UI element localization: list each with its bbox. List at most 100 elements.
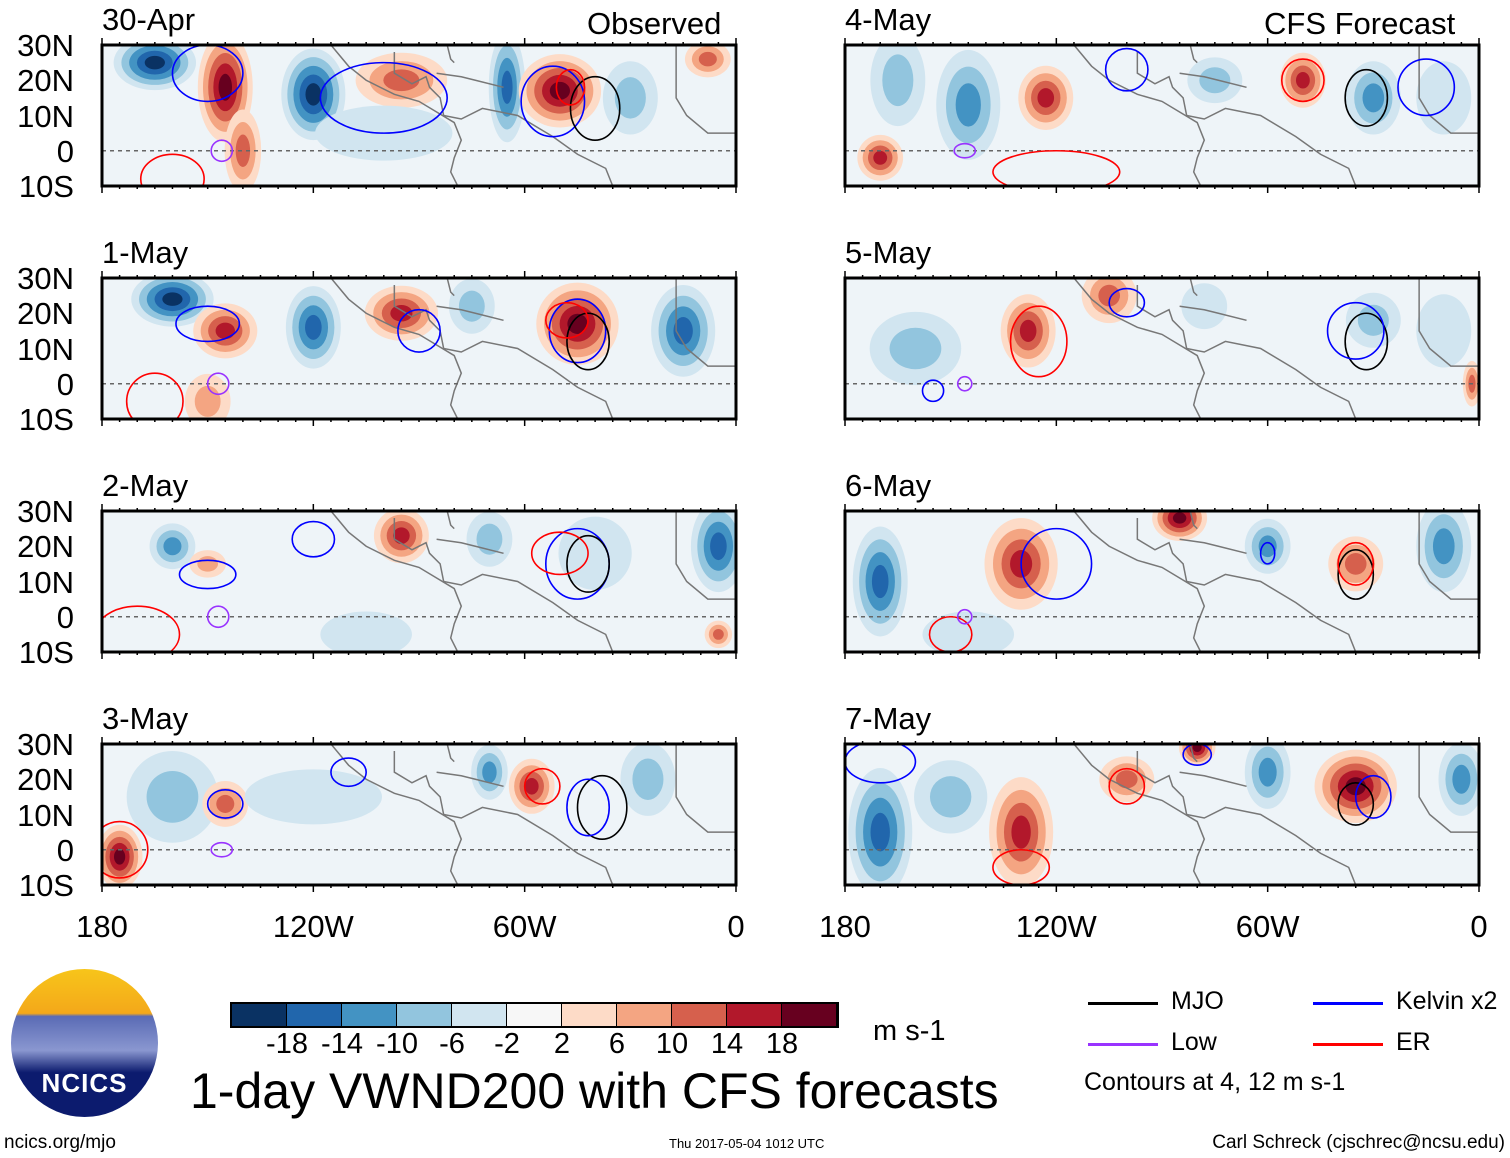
contour-K xyxy=(1104,47,1149,92)
coastline xyxy=(446,511,455,530)
colorbar-swatch xyxy=(397,1004,452,1026)
colorbar-swatch xyxy=(452,1004,507,1026)
coastline xyxy=(393,518,614,652)
wind-anomaly-shade xyxy=(698,51,717,67)
wind-anomaly-shade xyxy=(1199,67,1231,94)
wind-anomaly-shade xyxy=(383,69,420,92)
colorbar-tick-label: -2 xyxy=(494,1028,520,1060)
coastline xyxy=(1418,744,1479,833)
coastline xyxy=(330,511,463,652)
contour-K xyxy=(566,778,611,837)
lat-tick-label: 10N xyxy=(17,564,74,600)
contour-E xyxy=(125,372,184,419)
legend-line-kelvin xyxy=(1313,1002,1383,1005)
lat-tick-label: 0 xyxy=(56,832,74,868)
lat-tick-label: 20N xyxy=(17,296,74,332)
wind-anomaly-shade xyxy=(244,769,383,825)
wind-anomaly-shade xyxy=(144,55,165,70)
map-panel-2-May xyxy=(100,504,738,659)
lon-tick-label: 120W xyxy=(1015,909,1097,944)
wind-anomaly-shade xyxy=(1432,528,1455,565)
contour-K xyxy=(1108,287,1146,318)
wind-anomaly-shade xyxy=(549,81,570,100)
wind-anomaly-shade xyxy=(113,848,126,865)
colorbar-swatch xyxy=(232,1004,287,1026)
coastline xyxy=(1179,305,1247,322)
wind-anomaly-shade xyxy=(873,150,888,165)
wind-anomaly-shade xyxy=(1192,744,1202,753)
lat-tick-label: 10N xyxy=(17,331,74,367)
wind-anomaly-shade xyxy=(163,537,182,556)
panel-date: 30-Apr xyxy=(102,2,196,37)
coastline xyxy=(1136,751,1357,885)
lon-tick-label: 0 xyxy=(727,909,745,944)
wind-anomaly-shade xyxy=(882,54,914,107)
colorbar-swatch xyxy=(342,1004,397,1026)
contour-K xyxy=(1182,744,1213,766)
coastline xyxy=(436,771,504,788)
lat-tick-label: 10N xyxy=(17,98,74,134)
contour-M xyxy=(566,534,611,593)
lat-tick-label: 30N xyxy=(17,727,74,762)
lat-tick-label: 10N xyxy=(17,797,74,833)
contour-L xyxy=(206,372,230,396)
wind-anomaly-shade xyxy=(1172,512,1187,524)
contour-K xyxy=(206,789,244,819)
colorbar-swatch xyxy=(782,1004,837,1026)
lon-tick-label: 180 xyxy=(76,909,128,944)
footer-author: Carl Schreck (cjschrec@ncsu.edu) xyxy=(1212,1132,1505,1153)
map-panel-6-May xyxy=(843,504,1481,659)
contour-L xyxy=(953,142,977,159)
panel-date: 7-May xyxy=(845,701,932,736)
wind-anomaly-shade xyxy=(162,292,183,306)
contour-K xyxy=(319,61,448,134)
colorbar-tick-label: -14 xyxy=(321,1028,363,1060)
coastline xyxy=(446,45,455,64)
wind-anomaly-shade xyxy=(194,385,221,417)
coastline xyxy=(1136,518,1357,652)
legend-line-low xyxy=(1088,1043,1158,1046)
colorbar-swatch xyxy=(507,1004,562,1026)
map-panel-3-May xyxy=(100,737,738,892)
lon-tick-label: 60W xyxy=(492,909,557,944)
lon-tick-label: 0 xyxy=(1470,909,1488,944)
contour-K xyxy=(921,379,945,403)
wind-anomaly-shade xyxy=(1258,535,1277,558)
colorbar-swatch xyxy=(287,1004,342,1026)
coastline xyxy=(330,278,463,419)
contour-M xyxy=(1337,548,1375,600)
footer-url[interactable]: ncics.org/mjo xyxy=(4,1132,116,1153)
map-panel-7-May xyxy=(843,737,1481,892)
contour-M xyxy=(1337,781,1375,826)
wind-anomaly-shade xyxy=(673,317,693,345)
contour-E xyxy=(992,848,1051,885)
wind-anomaly-shade xyxy=(632,758,664,800)
contour-K xyxy=(330,757,367,788)
legend-line-mjo xyxy=(1088,1002,1158,1005)
contour-L xyxy=(210,139,234,163)
coastline xyxy=(393,52,614,186)
contour-K xyxy=(520,65,586,138)
contour-E xyxy=(1280,58,1325,103)
coastline xyxy=(1189,511,1198,530)
contour-E xyxy=(102,605,181,652)
coastline xyxy=(1418,511,1479,600)
coastline xyxy=(1418,278,1479,367)
contour-E xyxy=(530,531,589,576)
wind-anomaly-shade xyxy=(1416,294,1472,368)
contour-K xyxy=(1354,774,1392,819)
panel-date: 2-May xyxy=(102,468,189,503)
coastline xyxy=(1189,45,1198,64)
wind-anomaly-shade xyxy=(1098,284,1120,307)
contour-K xyxy=(178,559,237,590)
contour-K xyxy=(1397,58,1456,117)
coastline xyxy=(436,72,504,89)
contour-L xyxy=(210,841,234,858)
panel-date: 4-May xyxy=(845,2,932,37)
colorbar-tick-label: 2 xyxy=(553,1028,571,1060)
wind-anomaly-shade xyxy=(393,527,410,544)
lon-tick-label: 120W xyxy=(272,909,354,944)
coastline xyxy=(436,305,504,322)
lat-tick-label: 0 xyxy=(56,366,74,402)
logo-text: NCICS xyxy=(41,1068,128,1098)
